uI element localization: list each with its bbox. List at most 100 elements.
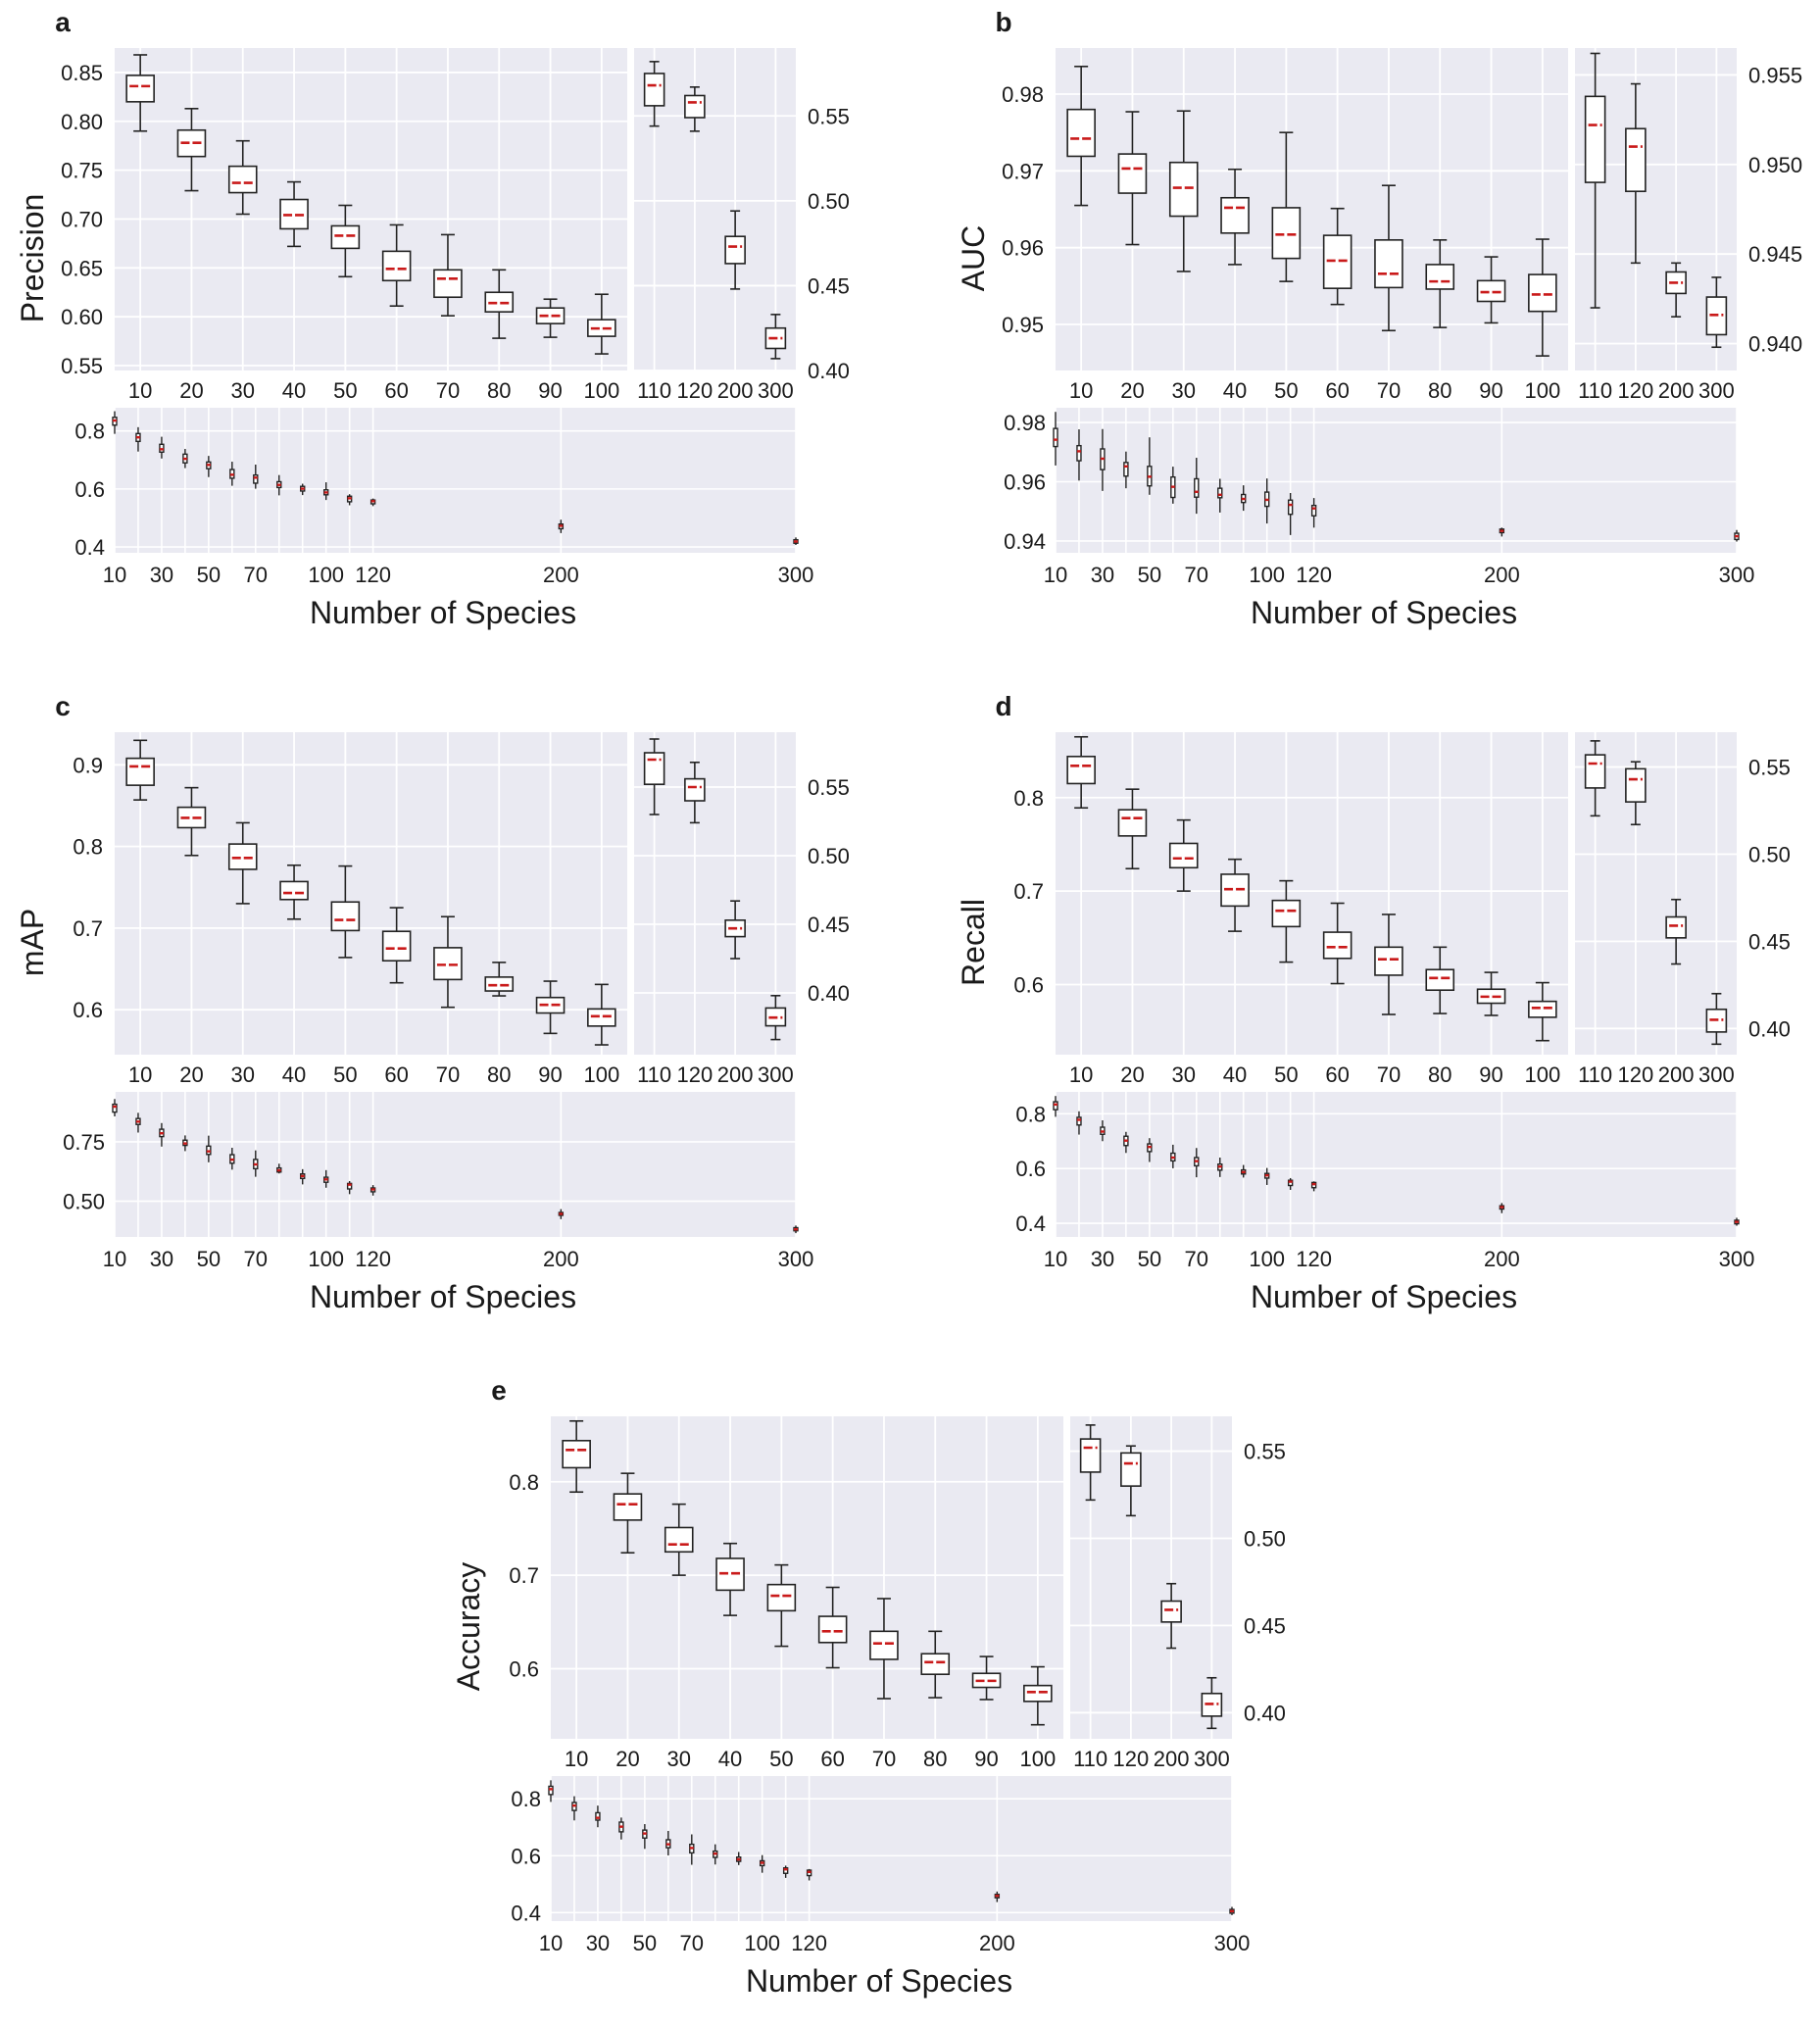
right-xtick-label: 300 bbox=[758, 378, 794, 403]
left-xtick-label: 80 bbox=[923, 1747, 947, 1771]
left-xtick-label: 50 bbox=[1274, 378, 1298, 403]
box-iqr bbox=[279, 880, 309, 901]
overview-box-iqr bbox=[1194, 477, 1200, 498]
box-iqr bbox=[1374, 946, 1403, 976]
overview-box-120 bbox=[1310, 498, 1317, 528]
overview-box-90 bbox=[1241, 1164, 1247, 1178]
overview-box-110 bbox=[782, 1865, 789, 1878]
overview-xtick-label: 70 bbox=[680, 1931, 704, 1955]
left-box-10 bbox=[1066, 66, 1096, 207]
panel-label: e bbox=[491, 1375, 507, 1406]
box-iqr bbox=[684, 94, 706, 119]
left-box-100 bbox=[587, 293, 616, 355]
right-ytick-label: 0.40 bbox=[808, 981, 850, 1006]
box-iqr bbox=[1117, 809, 1148, 837]
overview-box-20 bbox=[571, 1796, 577, 1821]
box-iqr bbox=[1271, 899, 1302, 928]
left-xtick-label: 40 bbox=[718, 1747, 742, 1771]
overview-ytick-label: 0.8 bbox=[1015, 1102, 1046, 1126]
left-box-70 bbox=[433, 233, 463, 317]
overview-xtick-label: 30 bbox=[150, 563, 173, 587]
overview-box-iqr bbox=[1287, 1179, 1294, 1187]
overview-box-120 bbox=[369, 1185, 376, 1196]
left-box-60 bbox=[381, 907, 412, 984]
overview-ytick-label: 0.4 bbox=[511, 1901, 541, 1925]
overview-box-80 bbox=[713, 1844, 718, 1865]
overview-ytick-label: 0.50 bbox=[63, 1190, 105, 1214]
left-box-50 bbox=[1271, 131, 1302, 282]
y-axis-title: AUC bbox=[956, 225, 991, 292]
left-box-50 bbox=[330, 864, 361, 959]
left-xtick-label: 60 bbox=[1325, 1062, 1349, 1087]
overview-box-120 bbox=[806, 1868, 812, 1881]
left-box-20 bbox=[1117, 111, 1148, 246]
overview-box-60 bbox=[1170, 467, 1176, 504]
overview-box-10 bbox=[112, 411, 118, 434]
right-box-120 bbox=[684, 86, 706, 132]
right-ytick-label: 0.940 bbox=[1748, 332, 1802, 357]
left-box-70 bbox=[869, 1598, 899, 1700]
left-xtick-label: 50 bbox=[769, 1747, 793, 1771]
left-ytick-label: 0.7 bbox=[73, 916, 103, 941]
left-xtick-label: 30 bbox=[667, 1747, 691, 1771]
overview-xtick-label: 200 bbox=[543, 563, 579, 587]
overview-box-120 bbox=[1310, 1181, 1317, 1192]
overview-box-300 bbox=[793, 537, 799, 546]
overview-box-110 bbox=[1287, 1177, 1294, 1190]
left-xtick-label: 40 bbox=[1223, 1062, 1247, 1087]
overview-xtick-label: 10 bbox=[1044, 1247, 1067, 1271]
right-ytick-label: 0.945 bbox=[1748, 242, 1802, 267]
right-box-200 bbox=[1665, 898, 1687, 965]
right-xtick-label: 300 bbox=[1698, 378, 1735, 403]
overview-box-40 bbox=[618, 1817, 624, 1840]
overview-xtick-label: 300 bbox=[1719, 1247, 1755, 1271]
overview-box-50 bbox=[206, 1135, 212, 1162]
left-ytick-label: 0.6 bbox=[73, 998, 103, 1022]
left-xtick-label: 20 bbox=[1120, 378, 1144, 403]
left-box-80 bbox=[484, 962, 515, 997]
right-xtick-label: 200 bbox=[1658, 378, 1695, 403]
box-iqr bbox=[1117, 153, 1148, 194]
right-box-200 bbox=[1665, 262, 1687, 318]
box-iqr bbox=[535, 307, 566, 324]
overview-box-40 bbox=[182, 449, 188, 469]
left-box-20 bbox=[613, 1472, 643, 1555]
right-ytick-label: 0.45 bbox=[808, 273, 850, 298]
x-axis-title: Number of Species bbox=[1251, 1279, 1517, 1314]
overview-box-20 bbox=[1076, 1111, 1082, 1135]
right-xtick-label: 200 bbox=[1154, 1747, 1190, 1771]
left-xtick-label: 40 bbox=[282, 1062, 306, 1087]
overview-box-10 bbox=[112, 1099, 118, 1116]
box-iqr bbox=[817, 1615, 848, 1644]
right-box-300 bbox=[1705, 276, 1728, 349]
right-box-110 bbox=[643, 61, 665, 127]
left-ytick-label: 0.96 bbox=[1002, 236, 1044, 261]
left-xtick-label: 90 bbox=[1479, 378, 1502, 403]
panel-a: a 0.55 0.60 0.65 0.70 0.75 0.80 0.85 10 20 30 40 50 6… bbox=[15, 7, 850, 630]
left-box-90 bbox=[1476, 971, 1506, 1016]
left-box-80 bbox=[1425, 239, 1455, 328]
box-iqr bbox=[381, 930, 412, 963]
box-iqr bbox=[176, 806, 207, 829]
right-xtick-label: 200 bbox=[717, 378, 754, 403]
left-box-20 bbox=[1117, 788, 1148, 870]
overview-xtick-label: 10 bbox=[539, 1931, 563, 1955]
right-xtick-label: 300 bbox=[1194, 1747, 1230, 1771]
overview-box-20 bbox=[135, 1112, 141, 1133]
right-ytick-label: 0.50 bbox=[808, 189, 850, 214]
panel-c: c 0.6 0.7 0.8 0.9 10 20 30 40 50 60 70 80 90 100 0.40 0.… bbox=[15, 691, 850, 1314]
overview-xtick-label: 70 bbox=[1185, 563, 1208, 587]
overview-box-50 bbox=[642, 1824, 648, 1850]
box-iqr bbox=[484, 976, 515, 992]
overview-box-iqr bbox=[1123, 462, 1129, 477]
left-xtick-label: 100 bbox=[583, 1062, 619, 1087]
overview-box-110 bbox=[346, 494, 353, 506]
overview-xtick-label: 100 bbox=[308, 563, 344, 587]
box-iqr bbox=[1160, 1600, 1182, 1623]
left-ytick-label: 0.7 bbox=[1013, 879, 1044, 904]
left-xtick-label: 100 bbox=[1524, 1062, 1560, 1087]
overview-box-100 bbox=[759, 1854, 765, 1873]
overview-box-90 bbox=[1241, 485, 1247, 512]
box-iqr bbox=[1066, 755, 1096, 785]
overview-box-10 bbox=[1053, 412, 1058, 466]
